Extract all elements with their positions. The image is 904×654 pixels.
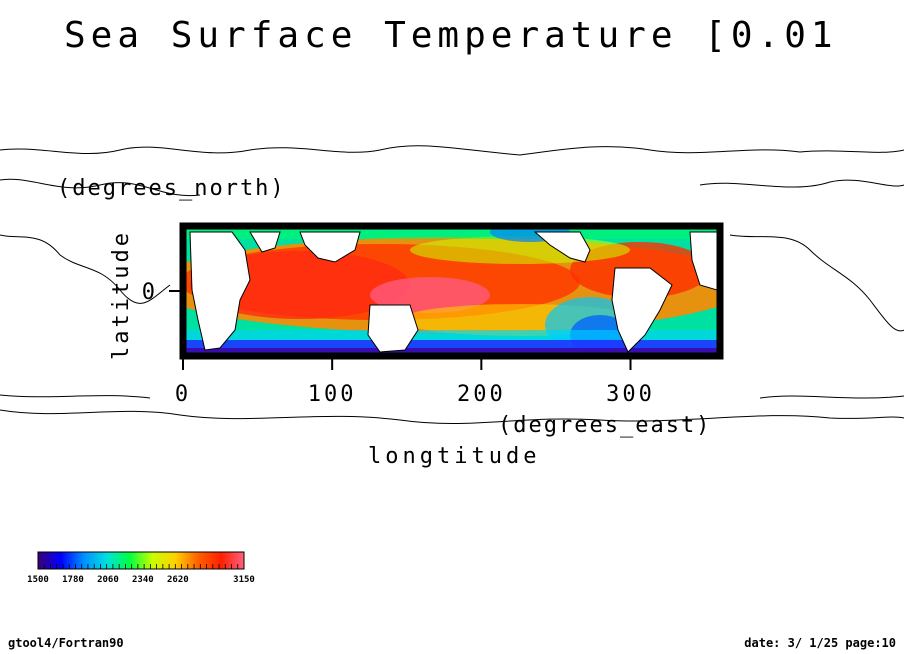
y-ticks: 0 <box>142 280 183 305</box>
y-axis-units: (degrees_north) <box>57 176 286 201</box>
x-tick-label: 0 <box>175 382 191 407</box>
x-tick-label: 200 <box>457 382 506 407</box>
colorbar-ticks <box>37 564 245 569</box>
colorbar-label: 3150 <box>233 575 255 585</box>
x-axis-units: (degrees_east) <box>498 413 711 438</box>
colorbar-label: 2340 <box>132 575 154 585</box>
sst-field <box>186 229 717 353</box>
x-tick-label: 100 <box>308 382 357 407</box>
footer-right: date: 3/ 1/25 page:10 <box>744 636 896 650</box>
colorbar-label: 2620 <box>167 575 189 585</box>
colorbar-labels: 1500 1780 2060 2340 2620 3150 <box>27 575 255 585</box>
background-coastline <box>0 145 904 425</box>
x-tick-label: 300 <box>606 382 655 407</box>
chart-title: Sea Surface Temperature [0.01 <box>64 15 838 56</box>
x-axis-label: longtitude <box>368 444 540 469</box>
colorbar-label: 1500 <box>27 575 49 585</box>
footer-left: gtool4/Fortran90 <box>8 636 124 650</box>
colorbar-label: 2060 <box>97 575 119 585</box>
colorbar-label: 1780 <box>62 575 84 585</box>
y-tick-label: 0 <box>142 280 155 305</box>
colorbar <box>37 551 245 570</box>
x-ticks: 0 100 200 300 <box>175 356 655 407</box>
y-axis-label: latitude <box>109 230 134 360</box>
